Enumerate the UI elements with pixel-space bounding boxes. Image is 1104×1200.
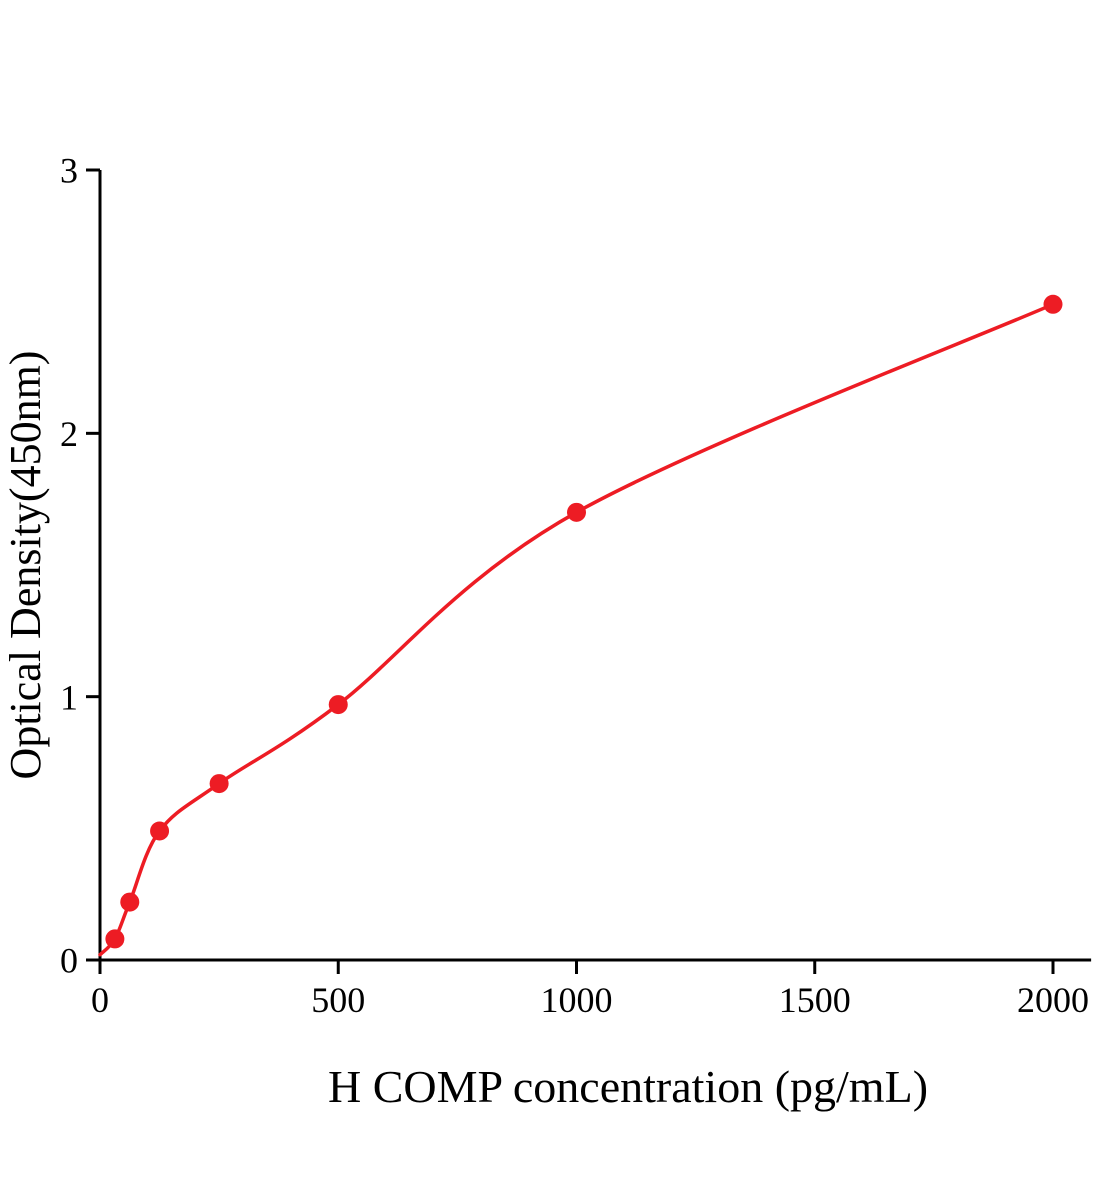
y-axis-title: Optical Density(450nm) xyxy=(1,351,50,780)
data-point xyxy=(567,502,586,522)
data-point xyxy=(105,929,125,949)
x-tick-label: 1500 xyxy=(779,980,851,1020)
y-tick-label: 0 xyxy=(60,941,78,981)
x-tick-label: 500 xyxy=(311,980,365,1020)
data-point xyxy=(209,774,229,794)
y-tick-label: 1 xyxy=(60,677,78,717)
x-tick-label: 1000 xyxy=(541,980,613,1020)
plot-area: 0 500 1000 1500 2000 0 1 2 3 xyxy=(60,151,1092,1020)
x-axis-title: H COMP concentration (pg/mL) xyxy=(328,1061,928,1112)
data-point xyxy=(1043,294,1063,314)
y-tick-label: 3 xyxy=(60,151,78,191)
data-point xyxy=(150,821,170,841)
y-tick-label: 2 xyxy=(60,414,78,454)
fit-curve xyxy=(98,302,1055,957)
data-point xyxy=(328,695,348,715)
x-tick-label: 2000 xyxy=(1017,980,1089,1020)
x-tick-label: 0 xyxy=(91,980,109,1020)
data-point xyxy=(120,892,140,912)
